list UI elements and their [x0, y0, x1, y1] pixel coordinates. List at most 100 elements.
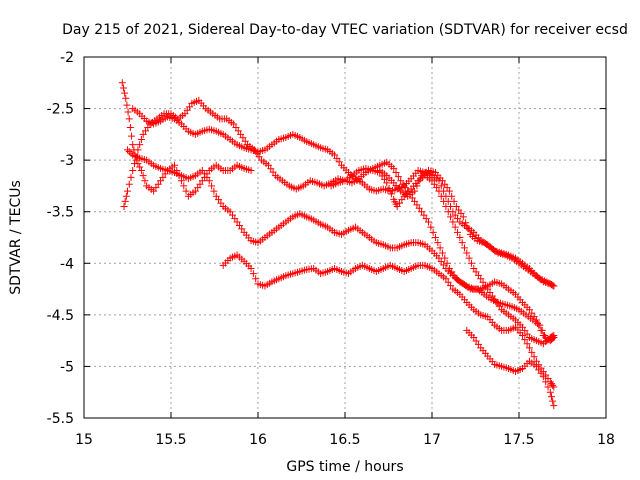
data-point — [390, 164, 398, 172]
x-tick-label: 17 — [423, 432, 441, 448]
data-point — [385, 184, 393, 192]
data-point — [523, 340, 531, 348]
data-point — [247, 264, 255, 272]
data-point — [448, 192, 456, 200]
data-point — [129, 166, 137, 174]
data-point — [444, 208, 452, 216]
data-point — [464, 225, 472, 233]
data-point — [210, 187, 218, 195]
data-point — [394, 173, 402, 181]
x-tick-label: 18 — [597, 432, 615, 448]
data-point — [465, 254, 473, 262]
data-point — [436, 244, 444, 252]
data-point — [425, 218, 433, 226]
data-point — [435, 187, 443, 195]
series-track-6 — [327, 164, 558, 348]
data-point — [521, 336, 529, 344]
data-point — [525, 344, 533, 352]
data-point — [136, 141, 144, 149]
y-tick-label: -5.5 — [47, 411, 74, 427]
data-point — [121, 89, 129, 97]
data-point — [544, 383, 552, 391]
data-point — [460, 244, 468, 252]
data-point — [530, 353, 538, 361]
data-point — [119, 84, 127, 92]
data-point — [532, 316, 540, 324]
series-track-5 — [219, 251, 558, 391]
data-point — [427, 223, 435, 231]
grid-lines — [84, 57, 606, 418]
data-point — [451, 223, 459, 231]
data-point — [122, 94, 130, 102]
data-point — [247, 166, 255, 174]
series-track-4 — [124, 146, 558, 345]
data-point — [180, 182, 188, 190]
data-point — [127, 173, 135, 181]
data-point — [121, 197, 129, 205]
data-point — [547, 393, 555, 401]
data-point — [434, 239, 442, 247]
y-tick-label: -2 — [60, 50, 74, 66]
y-axis-label: SDTVAR / TECUs — [8, 180, 24, 295]
data-point — [440, 197, 448, 205]
data-point — [208, 182, 216, 190]
x-tick-label: 15.5 — [155, 432, 186, 448]
data-point — [549, 397, 557, 405]
data-point — [467, 259, 475, 267]
data-point — [415, 177, 423, 185]
data-point — [454, 228, 462, 236]
data-point — [125, 115, 133, 123]
data-point — [383, 179, 391, 187]
data-point — [130, 160, 138, 168]
x-tick-label: 16 — [249, 432, 267, 448]
data-point — [462, 219, 470, 227]
data-point — [459, 213, 467, 221]
x-axis-label: GPS time / hours — [286, 459, 403, 475]
data-point — [124, 146, 131, 154]
x-tick-label: 17.5 — [503, 432, 534, 448]
data-points — [118, 79, 558, 410]
data-point — [450, 197, 458, 205]
data-point — [205, 177, 213, 185]
data-point — [535, 321, 543, 329]
data-point — [550, 282, 558, 290]
data-point — [127, 149, 135, 157]
data-point — [129, 141, 137, 149]
data-point — [141, 177, 149, 185]
data-point — [549, 381, 557, 389]
y-tick-label: -2.5 — [47, 102, 74, 118]
y-tick-label: -3 — [60, 153, 74, 169]
data-point — [124, 187, 131, 195]
data-point — [537, 326, 545, 334]
series-track-7 — [376, 166, 558, 290]
data-point — [170, 161, 178, 169]
data-point — [134, 146, 142, 154]
y-tick-label: -4 — [60, 256, 74, 272]
data-point — [542, 378, 550, 386]
data-point — [458, 239, 466, 247]
data-point — [429, 228, 437, 236]
data-point — [128, 132, 136, 140]
data-point — [518, 331, 526, 339]
data-point — [413, 182, 421, 190]
data-point — [550, 331, 558, 339]
y-tick-labels: -5.5 -5 -4.5 -4 -3.5 -3 -2.5 -2 — [47, 50, 74, 427]
data-point — [387, 190, 395, 198]
data-point — [550, 402, 558, 410]
data-point — [549, 332, 557, 340]
y-tick-label: -4.5 — [47, 308, 74, 324]
x-tick-label: 15 — [75, 432, 93, 448]
data-point — [125, 148, 133, 156]
data-point — [118, 79, 126, 87]
data-point — [437, 192, 445, 200]
x-tick-labels: 15 15.5 16 16.5 17 17.5 18 — [75, 432, 615, 448]
data-point — [120, 203, 128, 211]
data-point — [125, 180, 133, 188]
data-point — [456, 234, 464, 241]
data-point — [139, 172, 147, 180]
data-point — [411, 187, 419, 195]
data-point — [126, 123, 134, 131]
series-track-8 — [463, 326, 558, 410]
